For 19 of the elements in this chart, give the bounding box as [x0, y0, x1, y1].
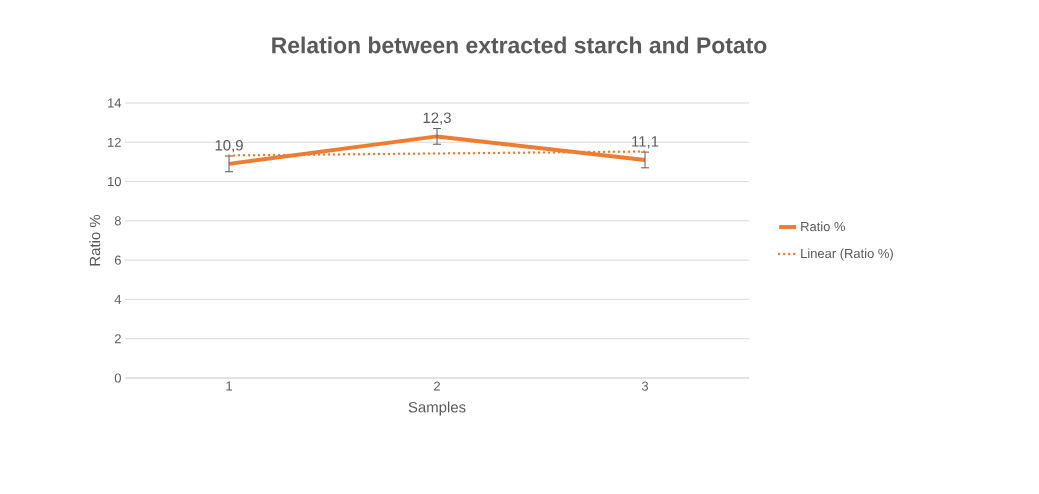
y-tick-label: 0 [114, 373, 121, 383]
y-tick-label: 14 [108, 98, 122, 108]
legend-label: Linear (Ratio %) [801, 248, 893, 261]
x-tick-label: 2 [434, 381, 440, 391]
data-label: 11,1 [632, 136, 659, 149]
x-axis-title: Samples [408, 401, 466, 416]
x-tick-label: 1 [226, 381, 232, 391]
chart-title: Relation between extracted starch and Potato [272, 36, 767, 54]
data-label: 12,3 [423, 112, 451, 125]
y-tick-label: 2 [114, 334, 121, 344]
legend-label: Ratio % [801, 221, 846, 232]
y-tick-label: 6 [114, 255, 121, 265]
data-label: 10,9 [215, 140, 243, 153]
y-tick-label: 10 [108, 176, 121, 187]
x-tick-label: 3 [641, 381, 649, 391]
y-tick-label: 12 [108, 137, 121, 147]
y-tick-label: 4 [114, 294, 122, 304]
y-axis-title: Ratio % [89, 214, 101, 266]
y-tick-label: 8 [114, 216, 121, 226]
